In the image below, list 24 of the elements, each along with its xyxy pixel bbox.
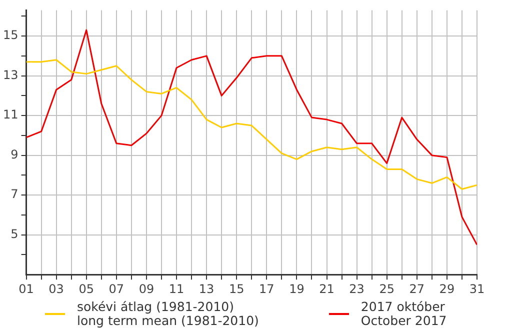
y-tick-label: 11 xyxy=(2,108,18,122)
legend-label: sokévi átlag (1981-2010) long term mean (1981-2010) xyxy=(77,299,259,328)
x-tick-label: 15 xyxy=(228,282,244,296)
x-tick-label: 17 xyxy=(259,282,274,296)
x-tick-label: 29 xyxy=(439,282,455,296)
x-tick-label: 13 xyxy=(198,282,214,296)
y-tick-label: 15 xyxy=(2,28,18,42)
x-tick-label: 21 xyxy=(319,282,334,296)
x-tick-label: 31 xyxy=(469,282,485,296)
y-tick-label: 13 xyxy=(2,68,18,82)
y-tick-label: 9 xyxy=(10,147,18,162)
y-tick-label: 5 xyxy=(10,226,18,241)
x-tick-label: 09 xyxy=(138,282,154,296)
x-tick-label: 25 xyxy=(379,282,394,296)
x-tick-label: 05 xyxy=(78,282,94,296)
x-tick-label: 11 xyxy=(168,282,184,296)
x-tick-label: 01 xyxy=(18,282,34,296)
x-tick-label: 03 xyxy=(48,282,64,296)
x-tick-label: 27 xyxy=(409,282,425,296)
x-tick-label: 19 xyxy=(289,282,304,296)
x-tick-label: 07 xyxy=(108,282,124,296)
y-tick-label: 7 xyxy=(10,187,18,202)
legend-label: 2017 október October 2017 xyxy=(360,299,447,328)
x-tick-label: 23 xyxy=(349,282,364,296)
